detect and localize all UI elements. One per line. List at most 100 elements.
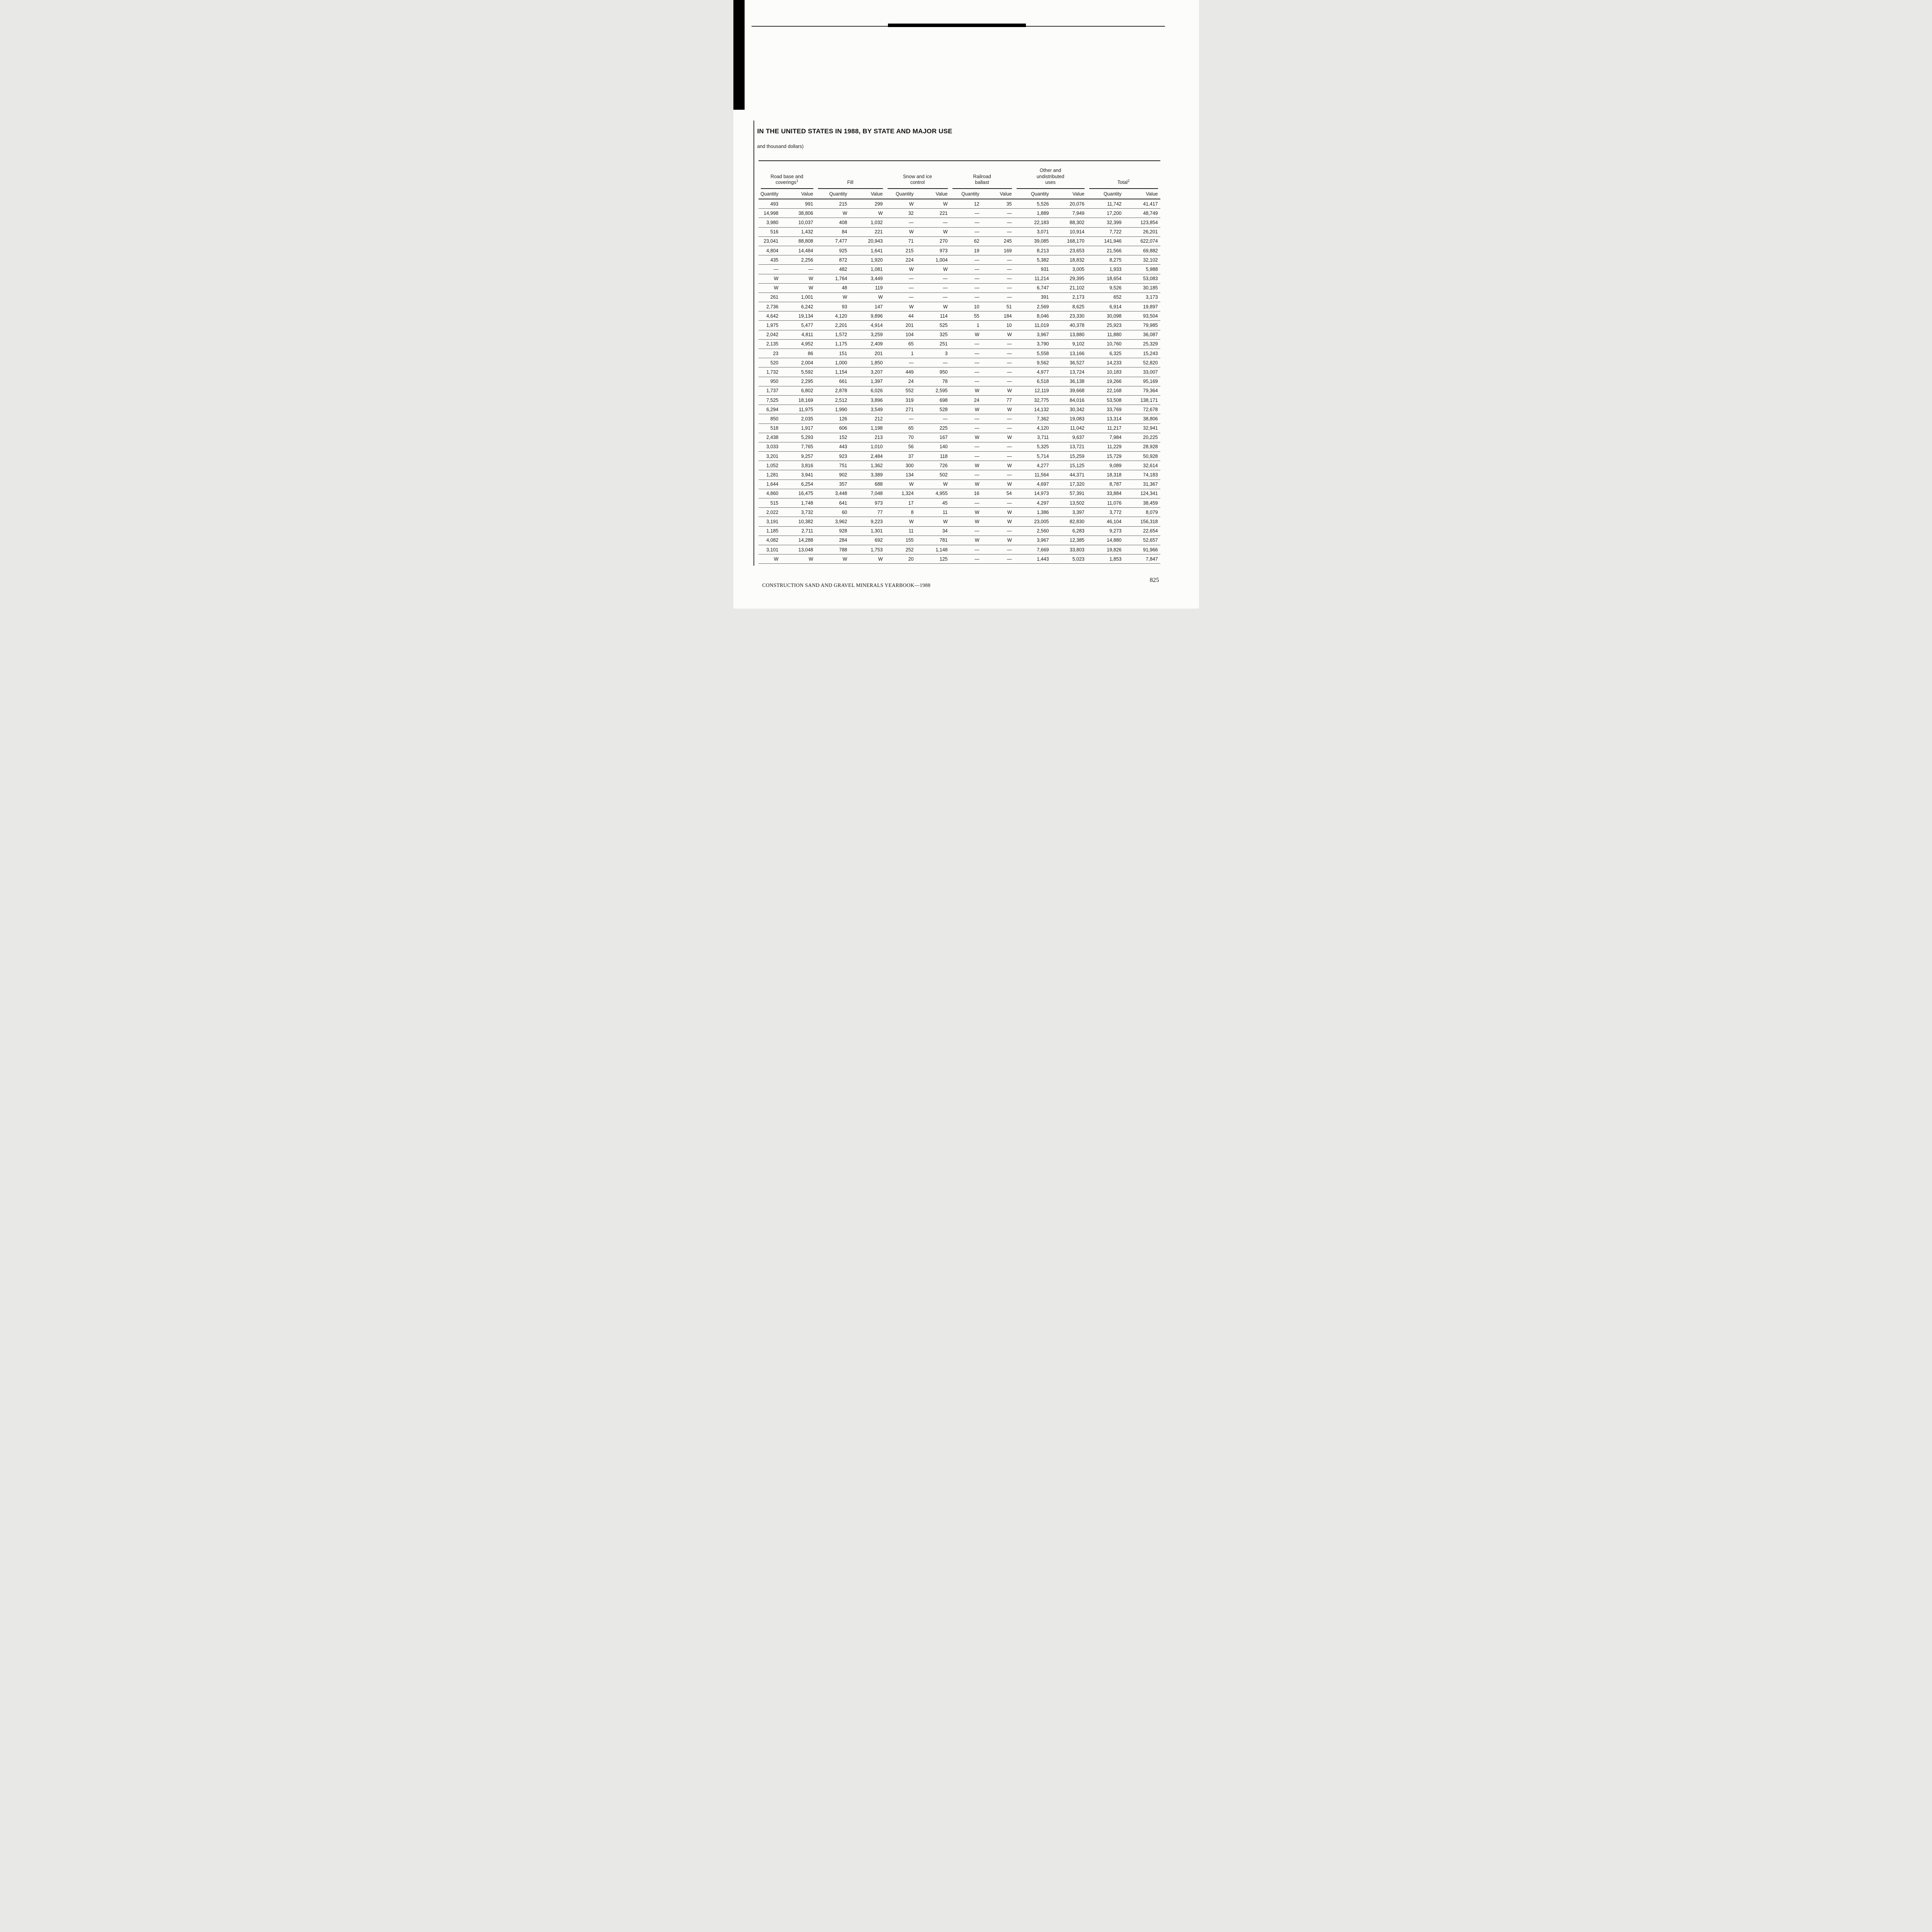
table-cell: 8,787 [1087, 480, 1124, 489]
table-cell: — [950, 339, 982, 349]
table-cell: 1,572 [815, 330, 850, 340]
table-cell: 261 [758, 293, 781, 303]
group-label: Railroad ballast [973, 173, 991, 185]
table-cell: — [981, 255, 1014, 265]
table-cell: 2,878 [815, 386, 850, 396]
table-cell: 20,943 [849, 236, 885, 246]
col-header-quantity: Quantity [815, 189, 850, 199]
table-cell: — [981, 423, 1014, 433]
table-cell: 134 [885, 470, 916, 480]
table-cell: 991 [781, 199, 816, 209]
table-row: 1,052 3,816 751 1,362 300 726 W W 4,277 15,125 9,0… [758, 461, 1160, 471]
table-cell: 5,293 [781, 433, 816, 442]
table-cell: 55 [950, 311, 982, 321]
table-cell: 502 [916, 470, 950, 480]
table-cell: 32,614 [1124, 461, 1160, 471]
table-cell: 184 [981, 311, 1014, 321]
table-cell: 6,747 [1014, 283, 1051, 293]
table-cell: 23,653 [1051, 246, 1087, 256]
table-cell: 688 [849, 480, 885, 489]
table-cell: 1,443 [1014, 554, 1051, 564]
table-cell: 10,183 [1087, 367, 1124, 377]
table-cell: 29,395 [1051, 274, 1087, 284]
table-cell: — [950, 358, 982, 368]
table-cell: — [885, 358, 916, 368]
table-row: 515 1,748 641 973 17 45— —4,297 13,502 11,076 38,… [758, 498, 1160, 508]
table-cell: W [950, 433, 982, 442]
column-group-total: Total2 [1087, 161, 1160, 189]
table-cell: 140 [916, 442, 950, 452]
table-row: — —482 1,081 W W — —931 3,005 1,933 5,988 [758, 264, 1160, 274]
table-cell: 9,526 [1087, 283, 1124, 293]
table-cell: 4,977 [1014, 367, 1051, 377]
table-cell: 15,729 [1087, 451, 1124, 461]
table-cell: 8,079 [1124, 507, 1160, 517]
table-cell: 8,625 [1051, 302, 1087, 312]
table-row: W W 1,764 3,449— — — —11,214 29,395 18,654 53,083 [758, 274, 1160, 284]
table-cell: — [981, 293, 1014, 303]
table-cell: 661 [815, 377, 850, 386]
table-cell: — [781, 264, 816, 274]
table-cell: 24 [950, 395, 982, 405]
table-row: W W 48 119— — — —6,747 21,102 9,526 30,185 [758, 283, 1160, 293]
table-cell: 1,052 [758, 461, 781, 471]
table-row: 850 2,035 126 212— — — —7,362 19,083 13,314 38,80… [758, 414, 1160, 424]
table-cell: — [950, 442, 982, 452]
table-cell: — [981, 283, 1014, 293]
table-cell: W [981, 507, 1014, 517]
table-cell: 3,191 [758, 517, 781, 527]
table-cell: 25,923 [1087, 320, 1124, 330]
table-cell: 19,134 [781, 311, 816, 321]
table-cell: — [981, 498, 1014, 508]
table-cell: 36,527 [1051, 358, 1087, 368]
table-row: 518 1,917 606 1,198 65 225— —4,120 11,042 11,217… [758, 423, 1160, 433]
table-cell: 33,884 [1087, 489, 1124, 499]
table-cell: 10,382 [781, 517, 816, 527]
table-cell: 35 [981, 199, 1014, 209]
table-row: 1,644 6,254 357 688 W W W W 4,697 17,320 8,787 31,3… [758, 480, 1160, 489]
table-cell: 13,166 [1051, 349, 1087, 359]
table-cell: 82,830 [1051, 517, 1087, 527]
table-cell: 11 [885, 526, 916, 536]
table-row: 3,201 9,257 923 2,484 37 118— —5,714 15,259 15,7… [758, 451, 1160, 461]
table-cell: W [885, 480, 916, 489]
table-cell: 931 [1014, 264, 1051, 274]
table-cell: 52,657 [1124, 536, 1160, 545]
table-cell: 3,941 [781, 470, 816, 480]
table-cell: 2,711 [781, 526, 816, 536]
table-cell: — [916, 274, 950, 284]
table-cell: 3,962 [815, 517, 850, 527]
table-cell: W [916, 302, 950, 312]
table-cell: 15,259 [1051, 451, 1087, 461]
table-cell: 319 [885, 395, 916, 405]
table-cell: 788 [815, 545, 850, 555]
table-cell: 215 [815, 199, 850, 209]
table-cell: 1,010 [849, 442, 885, 452]
table-cell: 32,941 [1124, 423, 1160, 433]
table-row: 2,022 3,732 60 77 8 11 W W 1,386 3,397 3,772 8,079 [758, 507, 1160, 517]
table-cell: 17,200 [1087, 208, 1124, 218]
table-cell: 299 [849, 199, 885, 209]
table-cell: — [950, 349, 982, 359]
table-cell: — [885, 274, 916, 284]
table-cell: 1,324 [885, 489, 916, 499]
table-cell: 923 [815, 451, 850, 461]
table-cell: 3,259 [849, 330, 885, 340]
table-cell: 1 [950, 320, 982, 330]
col-header-quantity: Quantity [885, 189, 916, 199]
col-header-value: Value [916, 189, 950, 199]
table-cell: 167 [916, 433, 950, 442]
table-cell: 1,175 [815, 339, 850, 349]
table-cell: W [981, 461, 1014, 471]
table-cell: — [885, 218, 916, 228]
table-cell: 11,019 [1014, 320, 1051, 330]
table-cell: 88,302 [1051, 218, 1087, 228]
table-cell: 5,714 [1014, 451, 1051, 461]
table-cell: W [885, 264, 916, 274]
table-cell: 1,148 [916, 545, 950, 555]
table-cell: 1,753 [849, 545, 885, 555]
table-cell: 10,760 [1087, 339, 1124, 349]
table-cell: 7,949 [1051, 208, 1087, 218]
column-group-road-base: Road base and coverings1 [759, 161, 816, 189]
table-cell: 4,082 [758, 536, 781, 545]
